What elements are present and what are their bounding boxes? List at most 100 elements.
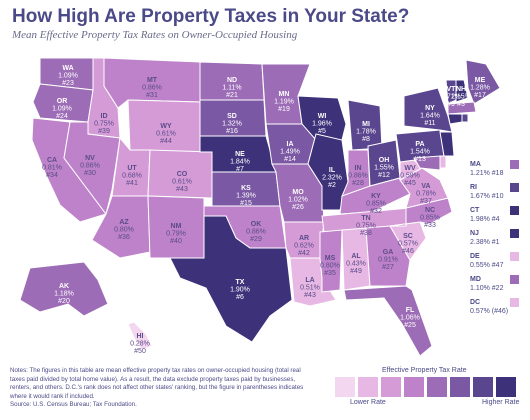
state-label-rank: #43 (176, 186, 188, 193)
state-label-abbr: OR (57, 98, 68, 105)
side-entry-ri: RI 1.67% #10 (470, 183, 530, 201)
state-label-rank: #3 (457, 101, 465, 108)
state-label-rank: #35 (324, 270, 336, 277)
state-label-rank: #49 (350, 268, 362, 275)
state-label-rank: #24 (56, 113, 68, 120)
state-label-rate: 0.61% (156, 131, 176, 138)
state-label-rate: 1.39% (236, 193, 256, 200)
state-ak (19, 261, 109, 317)
state-label-rank: #14 (284, 156, 296, 163)
state-label-abbr: NY (425, 105, 435, 112)
state-label-rank: #12 (378, 172, 390, 179)
state-label-abbr: AK (59, 283, 69, 290)
side-entry-md: MD 1.10% #22 (470, 275, 530, 293)
state-label-abbr: CO (177, 171, 188, 178)
state-label-rate: 0.51% (300, 285, 320, 292)
state-label-abbr: GA (383, 249, 394, 256)
side-entry-swatch (510, 252, 519, 261)
state-label-rank: #45 (404, 180, 416, 187)
side-entry-abbr: RI (470, 184, 477, 191)
state-label-rate: 1.02% (288, 197, 308, 204)
state-label-abbr: MO (292, 189, 304, 196)
state-label-abbr: TN (361, 215, 370, 222)
state-label-abbr: NH (456, 86, 466, 93)
state-il (307, 133, 349, 211)
state-label-rank: #32 (370, 208, 382, 215)
legend-high-label: Higher Rate (482, 399, 520, 406)
state-label-rate: 1.18% (54, 291, 74, 298)
state-label-rank: #15 (240, 200, 252, 207)
side-entry-value: 1.21% #18 (470, 170, 504, 177)
side-entry-swatch (510, 206, 519, 215)
state-label-rank: #26 (292, 204, 304, 211)
state-nh (455, 79, 469, 103)
state-me (465, 59, 501, 105)
state-label-abbr: KY (371, 193, 381, 200)
state-label-rate: 0.43% (346, 261, 366, 268)
state-label-rank: #17 (474, 92, 486, 99)
state-label-rank: #30 (84, 170, 96, 177)
state-label-rate: 1.64% (420, 113, 440, 120)
state-label-abbr: FL (406, 307, 415, 314)
state-label-abbr: WA (62, 65, 73, 72)
side-entry-swatch (510, 298, 519, 307)
side-entry-value: 0.55% #47 (470, 262, 504, 269)
side-entry-swatch (510, 275, 519, 284)
state-label-abbr: NV (85, 155, 95, 162)
state-ga (365, 225, 411, 287)
state-label-rate: 1.84% (230, 159, 250, 166)
state-label-rate: 0.62% (294, 243, 314, 250)
side-entry-value: 1.98% #4 (470, 216, 500, 223)
state-label-rank: #46 (402, 248, 414, 255)
state-label-rate: 1.78% (356, 129, 376, 136)
state-md (413, 155, 441, 171)
state-label-abbr: CA (47, 157, 57, 164)
map-title: How High Are Property Taxes in Your Stat… (12, 6, 410, 27)
state-label-rate: 0.75% (94, 121, 114, 128)
state-label-rate: 0.57% (398, 241, 418, 248)
state-label-abbr: WY (160, 123, 172, 130)
state-label-rank: #33 (424, 222, 436, 229)
state-label-rate: 0.75% (356, 223, 376, 230)
state-label-rank: #5 (318, 128, 326, 135)
legend-swatch (404, 377, 424, 397)
state-label-rate: 1.54% (410, 149, 430, 156)
state-ma (447, 101, 477, 115)
state-label-rank: #13 (414, 156, 426, 163)
state-label-rank: #2 (328, 182, 336, 189)
state-label-rate: 2.15% (451, 94, 471, 101)
state-label-rate: 1.96% (312, 121, 332, 128)
state-label-rate: 0.91% (378, 257, 398, 264)
legend-swatch (335, 377, 355, 397)
state-label-rank: #43 (304, 292, 316, 299)
state-label-rate: 0.85% (420, 215, 440, 222)
state-label-rank: #39 (98, 128, 110, 135)
state-label-rank: #29 (250, 236, 262, 243)
state-label-abbr: MN (279, 91, 290, 98)
state-label-rank: #34 (46, 172, 58, 179)
legend-swatch (358, 377, 378, 397)
state-label-rank: #16 (226, 128, 238, 135)
state-label-rank: #42 (298, 250, 310, 257)
state-label-abbr: KS (241, 185, 251, 192)
side-entry-abbr: NJ (470, 230, 479, 237)
notes-body: Notes: The figures in this table are mea… (10, 367, 304, 400)
state-label-rate: 1.09% (52, 106, 72, 113)
legend-low-label: Lower Rate (350, 399, 386, 406)
state-label-rate: 1.09% (58, 73, 78, 80)
state-label-rate: 1.11% (222, 85, 241, 92)
state-label-abbr: SD (227, 113, 237, 120)
side-entry-abbr: DE (470, 253, 480, 260)
state-label-rate: 1.06% (400, 315, 420, 322)
side-entry-swatch (510, 160, 519, 169)
state-label-abbr: VT (447, 86, 457, 93)
legend-swatch (381, 377, 401, 397)
state-label-rate: 0.86% (80, 163, 100, 170)
legend-swatch (450, 377, 470, 397)
state-label-abbr: MI (362, 121, 370, 128)
state-label-rank: #50 (134, 348, 146, 355)
side-entry-de: DE 0.55% #47 (470, 252, 530, 270)
side-entry-abbr: DC (470, 299, 481, 306)
state-nc (389, 197, 453, 227)
